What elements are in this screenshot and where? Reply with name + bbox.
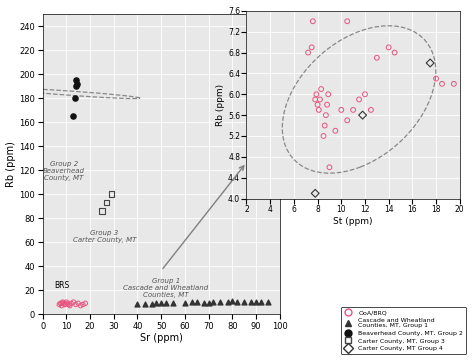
Point <box>63 299 70 305</box>
Point <box>264 299 272 305</box>
Point <box>73 81 81 87</box>
Point <box>240 299 248 305</box>
Point <box>55 301 63 307</box>
Point <box>322 112 329 118</box>
Point <box>385 44 392 50</box>
Point <box>58 300 66 306</box>
Point <box>217 299 224 305</box>
X-axis label: Sr (ppm): Sr (ppm) <box>140 334 182 343</box>
Point <box>162 300 170 306</box>
Point <box>73 78 80 83</box>
Point <box>103 200 110 205</box>
Point <box>72 83 80 89</box>
Point <box>71 95 78 101</box>
Point <box>134 301 141 307</box>
Point <box>308 44 315 50</box>
Point <box>67 300 75 306</box>
Point <box>193 299 201 305</box>
Point <box>108 191 115 197</box>
Text: Group 1
Cascade and Wheatland
Counties, MT: Group 1 Cascade and Wheatland Counties, … <box>123 278 209 298</box>
Point <box>247 299 255 305</box>
Point <box>373 55 381 61</box>
Point <box>438 81 446 87</box>
Point <box>61 301 69 307</box>
Point <box>257 299 264 305</box>
Point <box>60 300 68 306</box>
X-axis label: St (ppm): St (ppm) <box>333 217 373 226</box>
Point <box>188 299 196 305</box>
Point <box>66 303 73 309</box>
Point <box>59 299 66 305</box>
Point <box>316 97 324 103</box>
Point <box>72 301 80 307</box>
Point <box>432 76 440 82</box>
Point <box>426 60 434 66</box>
Point <box>317 86 325 92</box>
Point <box>148 301 155 307</box>
Point <box>304 50 312 56</box>
Point <box>391 50 398 56</box>
Point <box>367 107 374 113</box>
Point <box>210 299 217 305</box>
Point <box>70 299 77 305</box>
Point <box>181 300 189 306</box>
Point <box>355 97 363 103</box>
Text: Group 3
Carter County, MT: Group 3 Carter County, MT <box>73 230 136 243</box>
Point <box>343 117 351 123</box>
Point <box>361 91 369 97</box>
Point <box>319 133 327 139</box>
Text: BRS: BRS <box>54 281 69 290</box>
Point <box>343 18 351 24</box>
Point <box>153 300 160 306</box>
Point <box>314 102 321 108</box>
Point <box>79 301 87 307</box>
Point <box>349 107 357 113</box>
Point <box>169 300 177 306</box>
Point <box>311 191 319 196</box>
Point <box>98 208 106 214</box>
Point <box>321 123 328 129</box>
Point <box>70 113 77 119</box>
Point <box>326 164 333 170</box>
Y-axis label: Rb (ppm): Rb (ppm) <box>6 141 17 187</box>
Point <box>56 300 64 306</box>
Point <box>450 81 457 87</box>
Point <box>337 107 345 113</box>
Point <box>205 300 212 306</box>
Point <box>228 298 236 304</box>
Point <box>61 301 68 307</box>
Point <box>64 300 71 306</box>
Point <box>311 97 319 103</box>
Legend: OoA/BRQ, Cascade and Wheatland
Counties, MT, Group 1, Beaverhead County, MT, Gro: OoA/BRQ, Cascade and Wheatland Counties,… <box>341 307 466 354</box>
Point <box>323 102 331 108</box>
Text: Group 2
Beaverhead
County, MT: Group 2 Beaverhead County, MT <box>43 161 85 181</box>
Point <box>233 299 241 305</box>
Point <box>309 18 317 24</box>
Y-axis label: Rb (ppm): Rb (ppm) <box>216 84 225 126</box>
Point <box>324 91 332 97</box>
Point <box>332 128 339 134</box>
Point <box>58 303 65 309</box>
Point <box>312 91 320 97</box>
Point <box>141 301 148 307</box>
Point <box>315 107 322 113</box>
Point <box>359 112 366 118</box>
Point <box>157 300 165 306</box>
Point <box>74 300 82 306</box>
Point <box>82 300 89 306</box>
Point <box>252 299 260 305</box>
Point <box>77 303 84 309</box>
Point <box>65 301 73 307</box>
Point <box>224 299 231 305</box>
Point <box>200 300 208 306</box>
